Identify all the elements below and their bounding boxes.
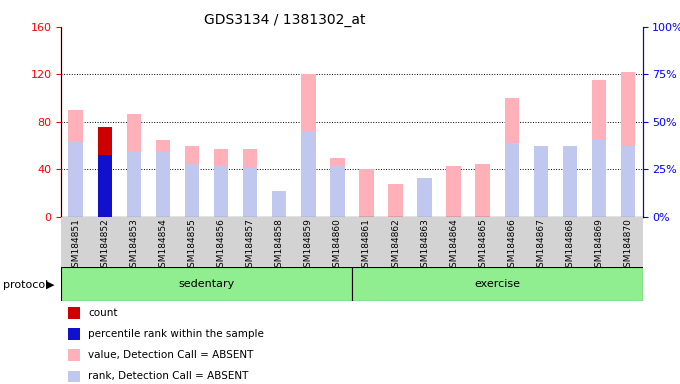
Text: GSM184867: GSM184867 [537, 218, 545, 273]
Bar [69, 110, 83, 217]
Text: GSM184858: GSM184858 [275, 218, 284, 273]
Text: GSM184851: GSM184851 [71, 218, 80, 273]
Text: GSM184861: GSM184861 [362, 218, 371, 273]
Bar [352, 267, 643, 301]
Text: ▶: ▶ [46, 280, 54, 290]
Bar [446, 166, 461, 217]
Text: GSM184863: GSM184863 [420, 218, 429, 273]
Text: exercise: exercise [474, 279, 520, 289]
Bar [126, 114, 141, 217]
Text: GSM184862: GSM184862 [391, 218, 400, 273]
Text: GSM184860: GSM184860 [333, 218, 342, 273]
Bar [475, 164, 490, 217]
Bar [505, 98, 519, 217]
Text: GSM184855: GSM184855 [188, 218, 197, 273]
Bar [562, 146, 577, 217]
Text: GSM184854: GSM184854 [158, 218, 167, 273]
Text: GSM184853: GSM184853 [129, 218, 138, 273]
Bar [156, 152, 170, 217]
Text: count: count [88, 308, 118, 318]
Bar [69, 142, 83, 217]
Text: percentile rank within the sample: percentile rank within the sample [88, 329, 265, 339]
Bar [272, 197, 286, 217]
Bar [243, 149, 258, 217]
Text: GSM184859: GSM184859 [304, 218, 313, 273]
Bar [621, 72, 635, 217]
Bar [418, 178, 432, 217]
Bar [97, 155, 112, 217]
Bar [272, 191, 286, 217]
Bar [68, 371, 80, 382]
Bar [592, 80, 607, 217]
Bar [301, 131, 316, 217]
Bar [505, 143, 519, 217]
Text: GDS3134 / 1381302_at: GDS3134 / 1381302_at [204, 13, 366, 27]
Bar [243, 167, 258, 217]
Bar [214, 149, 228, 217]
Text: protocol: protocol [3, 280, 49, 290]
Bar [301, 74, 316, 217]
Bar [61, 267, 352, 301]
Bar [330, 157, 345, 217]
Bar [185, 164, 199, 217]
Bar [621, 146, 635, 217]
Bar [418, 178, 432, 217]
Bar [68, 328, 80, 340]
Bar [534, 146, 548, 217]
Bar [68, 307, 80, 319]
Bar [214, 166, 228, 217]
Text: GSM184866: GSM184866 [507, 218, 516, 273]
Bar [126, 152, 141, 217]
Text: value, Detection Call = ABSENT: value, Detection Call = ABSENT [88, 350, 254, 360]
Text: GSM184870: GSM184870 [624, 218, 632, 273]
Text: GSM184865: GSM184865 [478, 218, 487, 273]
Text: sedentary: sedentary [178, 279, 235, 289]
Text: GSM184852: GSM184852 [101, 218, 109, 273]
Bar [592, 140, 607, 217]
Bar [185, 146, 199, 217]
Bar [330, 166, 345, 217]
Text: GSM184856: GSM184856 [217, 218, 226, 273]
Text: rank, Detection Call = ABSENT: rank, Detection Call = ABSENT [88, 371, 249, 381]
Text: GSM184869: GSM184869 [594, 218, 603, 273]
Text: GSM184857: GSM184857 [245, 218, 254, 273]
Bar [388, 184, 403, 217]
Bar [97, 127, 112, 217]
Bar [359, 169, 374, 217]
Bar [156, 140, 170, 217]
Text: GSM184864: GSM184864 [449, 218, 458, 273]
Bar [68, 349, 80, 361]
Bar [562, 178, 577, 217]
Text: GSM184868: GSM184868 [566, 218, 575, 273]
